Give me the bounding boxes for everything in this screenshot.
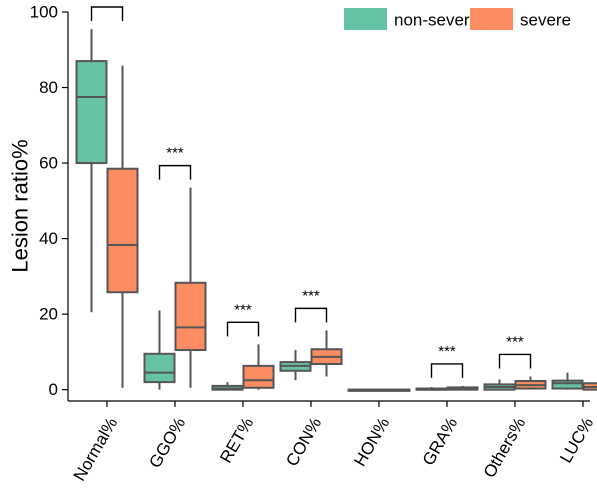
sig-bracket-ret: *** [226,301,260,337]
iqr-box [174,281,207,352]
y-tick-label-80: 80 [39,78,58,97]
sig-bracket-con: *** [294,287,328,323]
sig-label: *** [438,343,456,360]
legend-swatch [344,8,387,30]
box-non-severe-con [279,350,312,381]
box-severe-con [310,330,343,377]
x-tick-label-gra: GRA% [419,414,461,469]
legend-item-severe: severe [470,8,571,30]
sig-bracket-gra: *** [430,343,464,378]
box-severe-ret [242,344,275,390]
box-non-severe-others [483,379,516,391]
x-tick-label-others: Others% [480,414,530,481]
box-non-severe-ret [211,382,244,391]
box-non-severe-normal [75,28,108,313]
y-tick-label-60: 60 [39,154,58,173]
y-tick-label-20: 20 [39,305,58,324]
boxes [75,28,597,392]
box-non-severe-luc [551,372,584,390]
bracket-line [90,6,124,21]
iqr-box [242,364,275,389]
sig-label: *** [506,333,524,350]
box-non-severe-ggo [143,310,176,390]
box-non-severe-hon [347,388,380,392]
box-severe-luc [582,382,597,391]
y-axis-label: Lesion ratio% [8,139,33,272]
box-severe-ggo [174,187,207,388]
y-tick-label-40: 40 [39,229,58,248]
x-tick-label-hon: HON% [350,414,393,469]
box-severe-hon [378,388,411,392]
sig-label: *** [234,301,252,318]
bracket-line [158,164,192,180]
x-tick-label-ggo: GGO% [145,414,189,471]
sig-bracket-normal: *** [90,0,124,21]
bracket-line [498,353,532,369]
bracket-line [294,307,328,323]
y-tick-label-100: 100 [30,3,58,22]
legend-swatch [470,8,513,30]
box-severe-normal [106,65,139,388]
box-severe-others [514,376,547,390]
box-severe-gra [446,385,479,391]
y-tick-label-0: 0 [49,380,58,399]
iqr-box [551,379,584,390]
sig-label: *** [302,287,320,304]
significance-annotations: *** *** *** *** *** *** [90,0,532,378]
x-tick-label-ret: RET% [216,414,257,466]
legend-item-non-severe: non-severe [344,8,479,30]
box-non-severe-gra [415,387,448,391]
sig-label: *** [166,145,184,162]
iqr-box [143,352,176,384]
legend: non-severe severe [344,8,571,30]
legend-label: severe [520,11,571,30]
x-tick-label-normal: Normal% [70,414,121,484]
iqr-box [75,60,108,165]
sig-bracket-others: *** [498,333,532,369]
sig-label: *** [98,0,116,3]
x-tick-label-luc: LUC% [556,414,597,466]
sig-bracket-ggo: *** [158,145,192,180]
iqr-box [106,167,139,294]
bracket-line [226,321,260,337]
x-tick-label-con: CON% [282,414,325,469]
bracket-line [430,363,464,378]
legend-label: non-severe [394,11,479,30]
